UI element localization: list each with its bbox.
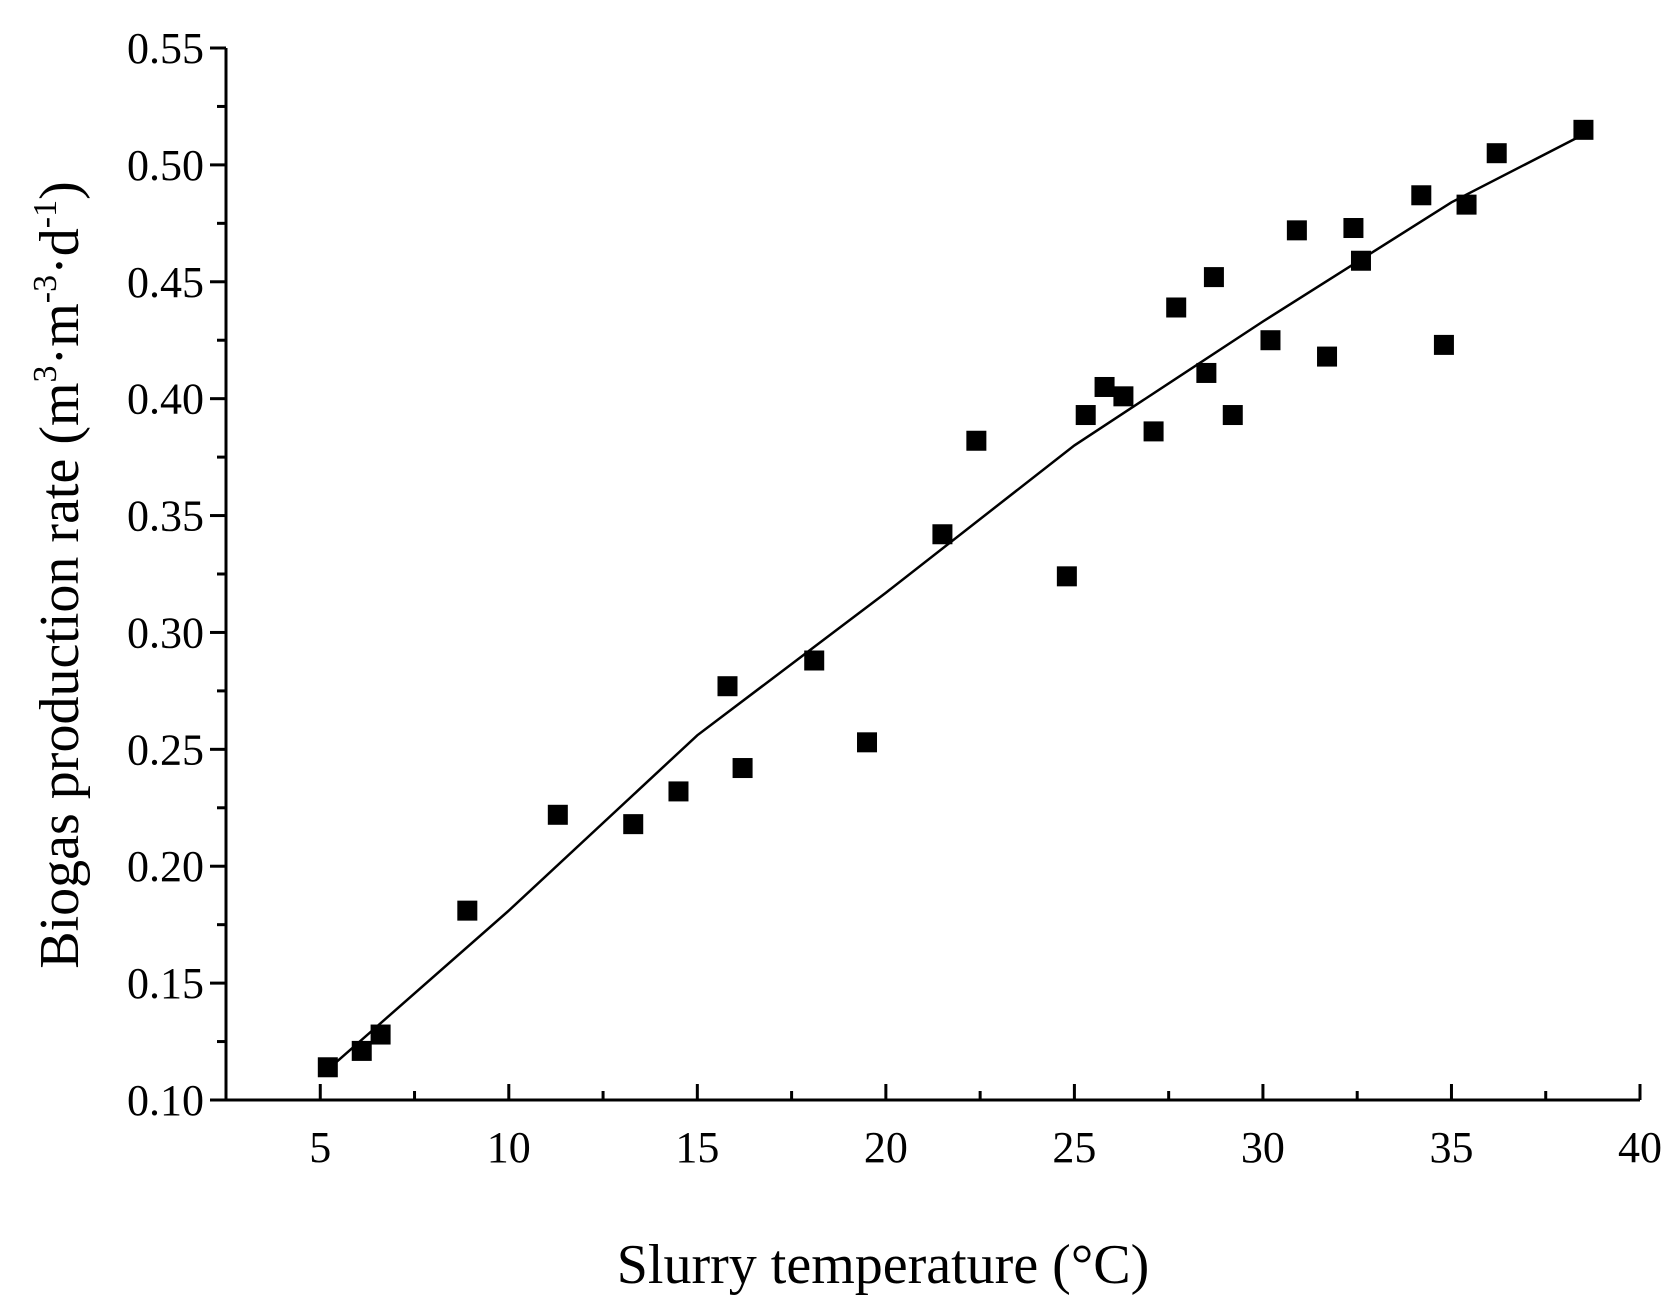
data-point xyxy=(1056,566,1077,587)
data-point xyxy=(804,650,825,671)
data-point xyxy=(932,524,953,545)
data-point xyxy=(1456,194,1477,215)
data-point xyxy=(857,732,878,753)
data-points-layer xyxy=(317,119,1594,1078)
data-point xyxy=(370,1024,391,1045)
x-axis-ticks: 5 10 15 20 25 30 35 40 xyxy=(224,1084,1662,1172)
fit-curve-layer xyxy=(326,133,1584,1071)
data-point xyxy=(1094,376,1115,397)
data-point xyxy=(1350,250,1371,271)
axes xyxy=(224,48,1640,1102)
data-point xyxy=(457,900,478,921)
x-tick-label: 40 xyxy=(1618,1123,1662,1172)
y-tick-label: 0.45 xyxy=(127,258,204,307)
data-point xyxy=(623,814,644,835)
y-axis-title-main: Biogas production rate (m xyxy=(29,382,91,968)
x-tick-label: 35 xyxy=(1429,1123,1473,1172)
data-point xyxy=(1075,405,1096,426)
data-point xyxy=(1433,334,1454,355)
y-axis-title-sup-3: -1 xyxy=(27,200,64,228)
y-axis-title: Biogas production rate (m3·m-3·d-1) xyxy=(27,181,91,969)
y-tick-label: 0.35 xyxy=(127,492,204,541)
data-point xyxy=(1222,405,1243,426)
y-tick-label: 0.20 xyxy=(127,842,204,891)
x-tick-label: 30 xyxy=(1241,1123,1285,1172)
data-point xyxy=(1573,119,1594,140)
x-tick-label: 20 xyxy=(864,1123,908,1172)
y-tick-label: 0.10 xyxy=(127,1076,204,1125)
data-point xyxy=(1196,362,1217,383)
y-axis-title-mid-1: ·m xyxy=(29,303,91,365)
data-point xyxy=(1486,143,1507,164)
data-point xyxy=(1343,218,1364,239)
y-tick-label: 0.50 xyxy=(127,141,204,190)
y-axis-title-mid-2: ·d xyxy=(29,228,91,275)
x-axis-title: Slurry temperature (°C) xyxy=(617,1234,1149,1296)
y-tick-label: 0.30 xyxy=(127,608,204,657)
data-point xyxy=(1317,346,1338,367)
data-point xyxy=(717,676,738,697)
y-tick-label: 0.40 xyxy=(127,375,204,424)
y-axis-title-sup-2: -3 xyxy=(27,275,64,303)
y-axis-ticks: 0.10 0.15 0.20 0.25 0.30 0.35 0.40 0.45 0.50 0.55 xyxy=(127,24,226,1125)
x-tick-label: 15 xyxy=(675,1123,719,1172)
y-tick-label: 0.25 xyxy=(127,725,204,774)
y-tick-label: 0.55 xyxy=(127,24,204,73)
data-point xyxy=(1411,185,1432,206)
y-axis-title-end: ) xyxy=(29,181,91,200)
x-tick-label: 10 xyxy=(487,1123,531,1172)
data-point xyxy=(1286,220,1307,241)
fit-line xyxy=(326,133,1584,1071)
data-point xyxy=(1113,386,1134,407)
data-point xyxy=(1166,297,1187,318)
y-axis-title-sup-1: 3 xyxy=(27,365,64,382)
data-point xyxy=(668,781,689,802)
y-tick-label: 0.15 xyxy=(127,959,204,1008)
x-tick-label: 25 xyxy=(1052,1123,1096,1172)
data-point xyxy=(1260,330,1281,351)
data-point xyxy=(1143,421,1164,442)
data-point xyxy=(732,758,753,779)
data-point xyxy=(317,1057,338,1078)
data-point xyxy=(966,430,987,451)
data-point xyxy=(547,804,568,825)
x-tick-label: 5 xyxy=(309,1123,331,1172)
data-point xyxy=(1203,267,1224,288)
data-point xyxy=(351,1040,372,1061)
